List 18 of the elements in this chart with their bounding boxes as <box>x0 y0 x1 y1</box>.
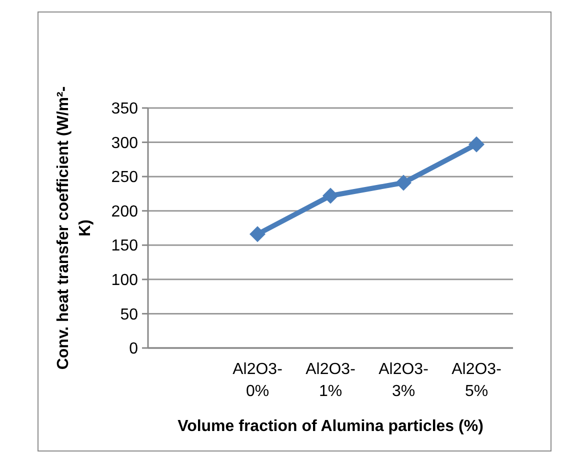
y-tick-label: 100 <box>111 272 138 290</box>
y-tick-label: 150 <box>111 238 138 255</box>
y-tick-label: 350 <box>111 100 138 118</box>
y-axis-title: Conv. heat transfer coefficient (W/m²-K) <box>55 86 94 370</box>
y-tick-label: 300 <box>111 134 138 152</box>
point <box>322 188 338 204</box>
y-tick-label: 200 <box>111 203 138 220</box>
point <box>250 226 266 242</box>
x-tick-label: Al2O3-1% <box>306 361 356 400</box>
x-axis-title: Volume fraction of Alumina particles (%) <box>178 418 484 435</box>
point <box>468 136 484 152</box>
y-tick-label: 250 <box>111 169 138 186</box>
x-tick-label: Al2O3-3% <box>378 361 428 400</box>
point <box>396 174 412 191</box>
y-tick-label: 50 <box>120 306 138 324</box>
x-tick-label: Al2O3-0% <box>232 361 282 400</box>
x-tick-label: Al2O3-5% <box>452 361 502 400</box>
y-tick-label: 0 <box>129 340 138 358</box>
